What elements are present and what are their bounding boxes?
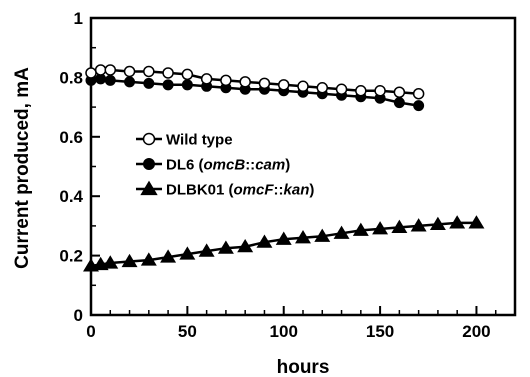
data-point-open-circle	[123, 65, 136, 78]
legend-marker	[142, 132, 156, 146]
legend-marker	[143, 158, 155, 170]
data-point-filled-triangle	[449, 215, 466, 229]
data-point-filled-triangle	[333, 225, 350, 239]
data-point-filled-triangle	[237, 238, 254, 253]
y-axis-title: Current produced, mA	[12, 67, 33, 269]
data-point-filled-circle	[393, 97, 405, 109]
series-filled-circle	[85, 73, 425, 112]
data-point-filled-circle	[162, 79, 174, 91]
legend-label: DLBK01 (omcF::kan)	[166, 182, 314, 199]
x-tick-label: 150	[366, 322, 394, 341]
data-point-open-circle	[297, 80, 309, 93]
data-point-open-circle	[85, 67, 97, 79]
data-point-open-circle	[104, 64, 117, 76]
data-point-filled-circle	[181, 79, 193, 91]
data-point-filled-circle	[124, 76, 136, 88]
x-tick-label: 100	[270, 322, 298, 341]
data-point-open-circle	[200, 73, 213, 85]
data-point-filled-circle	[143, 77, 155, 89]
series-line-filled-triangle	[90, 221, 477, 268]
data-point-filled-triangle	[314, 228, 331, 242]
data-point-filled-circle	[413, 100, 425, 112]
data-point-open-circle	[94, 64, 107, 76]
data-point-open-circle	[258, 77, 271, 90]
data-point-filled-triangle	[275, 231, 292, 245]
legend-item-open-circle: Wild type	[136, 132, 233, 149]
data-point-open-circle	[374, 85, 386, 97]
series-layer	[83, 64, 485, 272]
data-point-open-circle	[355, 85, 367, 97]
y-tick-label: 0.4	[59, 187, 83, 206]
x-tick-label: 50	[178, 322, 197, 341]
series-open-circle	[85, 64, 425, 100]
data-point-filled-triangle	[217, 240, 234, 254]
y-tick-label: 0.6	[59, 128, 83, 147]
y-tick-label: 0	[74, 306, 83, 325]
data-point-filled-circle	[104, 74, 116, 86]
x-tick-label: 200	[462, 322, 490, 341]
data-point-filled-triangle	[352, 222, 369, 236]
data-point-filled-triangle	[198, 243, 215, 257]
series-filled-triangle	[83, 215, 485, 272]
data-point-open-circle	[181, 68, 194, 81]
data-point-filled-triangle	[429, 216, 446, 230]
data-point-open-circle	[162, 67, 174, 79]
y-tick-label: 1	[74, 9, 83, 28]
axes: 0 0.2 0.4 0.6 0.8 1 0 50 100 150 200	[59, 9, 517, 341]
data-point-open-circle	[220, 74, 232, 87]
data-point-open-circle	[143, 65, 155, 78]
data-point-filled-triangle	[468, 215, 485, 229]
legend-label: DL6 (omcB::cam)	[166, 157, 290, 174]
data-point-filled-triangle	[102, 255, 119, 269]
data-point-open-circle	[239, 76, 251, 88]
data-point-open-circle	[277, 79, 290, 91]
data-point-filled-triangle	[179, 246, 196, 260]
y-tick-label: 0.8	[59, 68, 83, 87]
legend-item-filled-triangle: DLBK01 (omcF::kan)	[136, 180, 314, 199]
data-point-open-circle	[412, 87, 425, 100]
y-tick-label: 0.2	[59, 247, 83, 266]
data-point-filled-triangle	[140, 252, 157, 266]
x-axis-title: hours	[277, 357, 330, 377]
plot-frame	[89, 16, 517, 317]
data-point-filled-triangle	[410, 218, 427, 232]
data-point-filled-triangle	[295, 230, 311, 244]
data-point-open-circle	[335, 83, 348, 96]
data-point-filled-triangle	[256, 234, 273, 248]
data-point-filled-triangle	[391, 219, 408, 233]
data-point-filled-triangle	[160, 249, 177, 263]
legend-label: Wild type	[166, 132, 233, 149]
x-tick-label: 0	[86, 322, 95, 341]
data-point-filled-triangle	[121, 253, 138, 268]
data-point-open-circle	[393, 86, 406, 98]
legend-item-filled-circle: DL6 (omcB::cam)	[136, 157, 290, 174]
data-point-filled-triangle	[372, 221, 389, 235]
data-point-open-circle	[316, 82, 329, 94]
legend-marker	[140, 180, 158, 196]
